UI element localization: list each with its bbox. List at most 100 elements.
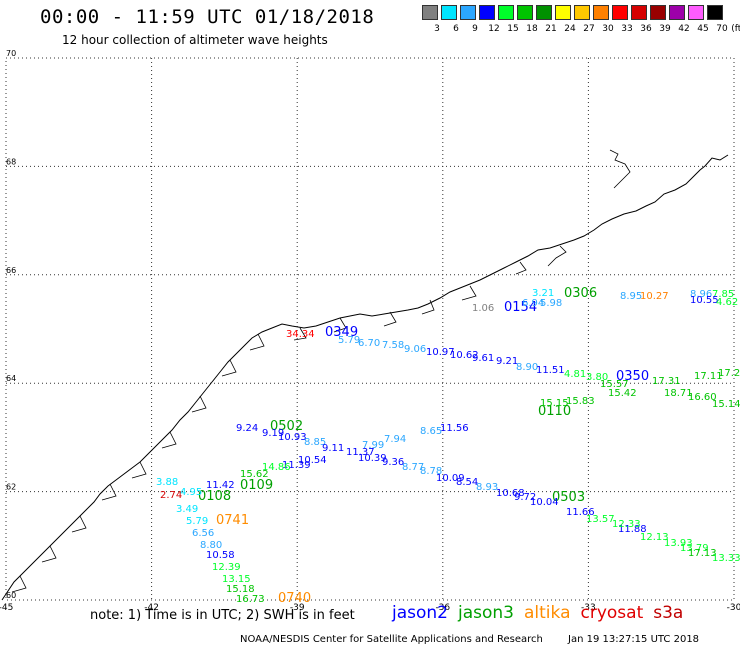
wave-height-value: 15.14	[712, 399, 740, 410]
wave-height-value: 4.95	[180, 487, 202, 498]
legend-label: 6	[453, 24, 459, 34]
wave-height-value: 9.72	[514, 492, 536, 503]
wave-height-value: 1.06	[472, 303, 494, 314]
wave-height-value: 11.42	[206, 480, 235, 491]
wave-height-value: 16.60	[688, 392, 717, 403]
satellite-jason3: jason3	[458, 603, 514, 623]
wave-height-value: 5.98	[540, 298, 562, 309]
note: note: 1) Time is in UTC; 2) SWH is in fe…	[90, 608, 355, 623]
wave-height-value: 8.85	[304, 437, 326, 448]
satellite-altika: altika	[524, 603, 571, 623]
map-subtitle: 12 hour collection of altimeter wave hei…	[62, 33, 328, 47]
satellite-s3a: s3a	[653, 603, 684, 623]
wave-height-value: 11.88	[618, 524, 647, 535]
wave-height-value: 11.37	[346, 447, 375, 458]
legend-label: 36	[640, 24, 652, 34]
wave-height-value: 15.42	[608, 388, 637, 399]
note-text: note: 1) Time is in UTC; 2) SWH is in fe…	[90, 608, 355, 623]
wave-height-value: 4.62	[716, 297, 738, 308]
wave-height-value: 9.19	[262, 428, 284, 439]
wave-height-value: 17.2	[718, 368, 740, 379]
legend-swatch	[574, 5, 590, 20]
wave-height-value: 11.56	[440, 423, 469, 434]
wave-height-value: 15.18	[226, 584, 255, 595]
lon-tick-label: -45	[0, 603, 13, 613]
wave-height-value: 15.83	[566, 396, 595, 407]
wave-height-value: 12.13	[640, 532, 669, 543]
pass-label: 0502	[270, 419, 303, 434]
map-frame	[5, 57, 735, 601]
wave-height-value: 10.62	[450, 350, 479, 361]
legend-label: 18	[526, 24, 538, 34]
wave-height-value: 14.86	[262, 462, 291, 473]
legend-label: 30	[602, 24, 614, 34]
wave-height-value: 10.54	[298, 455, 327, 466]
wave-height-value: 10.97	[426, 347, 455, 358]
legend-label: 33	[621, 24, 633, 34]
legend-swatch	[422, 5, 438, 20]
wave-height-value: 13.79	[680, 543, 709, 554]
legend-label: 9	[472, 24, 478, 34]
lat-tick-label: 60	[6, 591, 16, 600]
wave-height-value: 6.56	[192, 528, 214, 539]
pass-labels: 0306 0154 0349 0350 0110 0502 0109 0108 0741 0740…	[198, 286, 649, 606]
wave-height-value: 3.49	[176, 504, 198, 515]
legend-label: 24	[564, 24, 576, 34]
lon-tick-label: -36	[435, 603, 450, 613]
wave-height-value: 7.99	[362, 440, 384, 451]
wave-height-value: 10.27	[640, 291, 669, 302]
wave-height-value: 5.79	[186, 516, 208, 527]
wave-height-value: 17.13	[688, 548, 717, 559]
wave-height-value: 7.58	[382, 340, 404, 351]
wave-height-value: 17.31	[652, 376, 681, 387]
wave-height-value: 6.70	[358, 338, 380, 349]
legend-swatch	[612, 5, 628, 20]
wave-height-value: 13.93	[664, 538, 693, 549]
legend-swatch	[479, 5, 495, 20]
timestamp-text: Jan 19 13:27:15 UTC 2018	[568, 634, 700, 645]
wave-height-value: 34.34	[286, 329, 315, 340]
pass-label: 0741	[216, 513, 249, 528]
wave-height-value: 7.85	[712, 289, 734, 300]
map-title: 00:00 - 11:59 UTC 01/18/2018	[40, 6, 375, 28]
legend-label: 27	[583, 24, 595, 34]
wave-height-value: 9.06	[404, 344, 426, 355]
wave-height-value: 13.15	[222, 574, 251, 585]
legend-swatch	[517, 5, 533, 20]
legend-unit: (ft)	[731, 24, 740, 34]
wave-height-value: 10.04	[530, 497, 559, 508]
wave-height-value: 15.57	[600, 379, 629, 390]
legend-swatch	[593, 5, 609, 20]
satellite-cryosat: cryosat	[580, 603, 644, 623]
wave-height-value: 10.55	[690, 295, 719, 306]
coastline-fjords	[11, 149, 631, 593]
wave-height-value: 8.93	[476, 482, 498, 493]
pass-label: 0154	[504, 300, 537, 315]
wave-height-value: 18.71	[664, 388, 693, 399]
legend-swatch	[460, 5, 476, 20]
wave-height-value: 10.58	[206, 550, 235, 561]
wave-height-value: 8.54	[456, 477, 478, 488]
lon-tick-label: -39	[290, 603, 305, 613]
wave-height-value: 8.77	[402, 462, 424, 473]
lon-tick-label: -42	[144, 603, 159, 613]
pass-label: 0109	[240, 478, 273, 493]
credit-text: NOAA/NESDIS Center for Satellite Applica…	[240, 634, 543, 645]
wave-height-value: 13.33	[712, 553, 740, 564]
legend-label: 42	[678, 24, 690, 34]
wave-height-value: 3.21	[532, 288, 554, 299]
wave-height-value: 10.39	[358, 453, 387, 464]
map-grid: -45 -42 -39 -36 -33 -30 70 68 66 64 62 60	[0, 49, 740, 613]
pass-label: 0740	[278, 591, 311, 606]
wave-height-value: 12.39	[212, 562, 241, 573]
wave-height-value: 8.65	[420, 426, 442, 437]
lat-tick-label: 62	[6, 483, 16, 492]
wave-height-value: 8.78	[420, 466, 442, 477]
wave-height-value: 16.73	[236, 594, 265, 605]
legend-swatch	[498, 5, 514, 20]
wave-height-value: 11.51	[536, 365, 565, 376]
wave-height-value: 7.94	[384, 434, 406, 445]
greenland-coastline	[1, 154, 729, 601]
legend-label: 45	[697, 24, 709, 34]
